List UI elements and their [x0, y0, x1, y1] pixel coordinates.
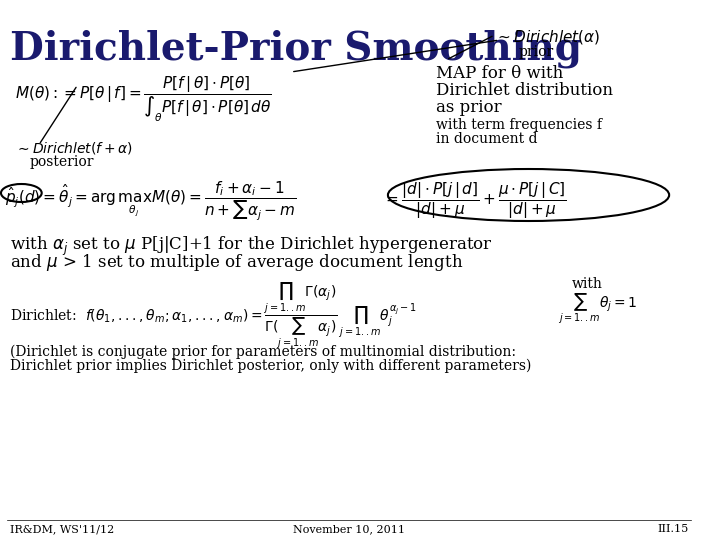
Text: $\sim Dirichlet(\alpha)$: $\sim Dirichlet(\alpha)$: [495, 28, 600, 46]
Text: Dirichlet:  $f(\theta_1,...,\theta_m;\alpha_1,...,\alpha_m) = \dfrac{\prod_{j=1.: Dirichlet: $f(\theta_1,...,\theta_m;\alp…: [9, 280, 417, 350]
Text: $\hat{p}_j(d) = \hat{\theta}_j = \arg\max_{\theta_j} M(\theta) = \dfrac{f_i + \a: $\hat{p}_j(d) = \hat{\theta}_j = \arg\ma…: [5, 180, 296, 223]
Text: $M(\theta) := P[\theta\,|\,f] = \dfrac{P[f\,|\,\theta]\cdot P[\theta]}{\int_{\th: $M(\theta) := P[\theta\,|\,f] = \dfrac{P…: [14, 75, 271, 124]
Text: with $\alpha_j$ set to $\mu$ P[j|C]+1 for the Dirichlet hypergenerator: with $\alpha_j$ set to $\mu$ P[j|C]+1 fo…: [9, 235, 492, 258]
Text: November 10, 2011: November 10, 2011: [293, 524, 405, 534]
Text: III.15: III.15: [657, 524, 688, 534]
Text: $= \dfrac{|d|\cdot P[j\,|\,d]}{|d|+\mu} + \dfrac{\mu\cdot P[j\,|\,C]}{|d|+\mu}$: $= \dfrac{|d|\cdot P[j\,|\,d]}{|d|+\mu} …: [383, 180, 567, 221]
Text: (Dirichlet is conjugate prior for parameters of multinomial distribution:: (Dirichlet is conjugate prior for parame…: [9, 345, 516, 360]
Text: with term frequencies f: with term frequencies f: [436, 118, 603, 132]
Text: posterior: posterior: [29, 155, 94, 169]
Text: prior: prior: [519, 45, 554, 59]
Text: Dirichlet distribution: Dirichlet distribution: [436, 82, 613, 99]
Text: as prior: as prior: [436, 99, 502, 116]
Text: and $\mu$ > 1 set to multiple of average document length: and $\mu$ > 1 set to multiple of average…: [9, 252, 463, 273]
Text: IR&DM, WS'11/12: IR&DM, WS'11/12: [9, 524, 114, 534]
Text: $\sum_{j=1..m}\theta_j = 1$: $\sum_{j=1..m}\theta_j = 1$: [557, 292, 637, 326]
Text: Dirichlet-Prior Smoothing: Dirichlet-Prior Smoothing: [9, 30, 582, 69]
Text: $\sim Dirichlet(f + \alpha)$: $\sim Dirichlet(f + \alpha)$: [14, 140, 132, 156]
Text: in document d: in document d: [436, 132, 538, 146]
Text: MAP for θ with: MAP for θ with: [436, 65, 564, 82]
Text: Dirichlet prior implies Dirichlet posterior, only with different parameters): Dirichlet prior implies Dirichlet poster…: [9, 359, 531, 373]
Text: with: with: [572, 277, 603, 291]
